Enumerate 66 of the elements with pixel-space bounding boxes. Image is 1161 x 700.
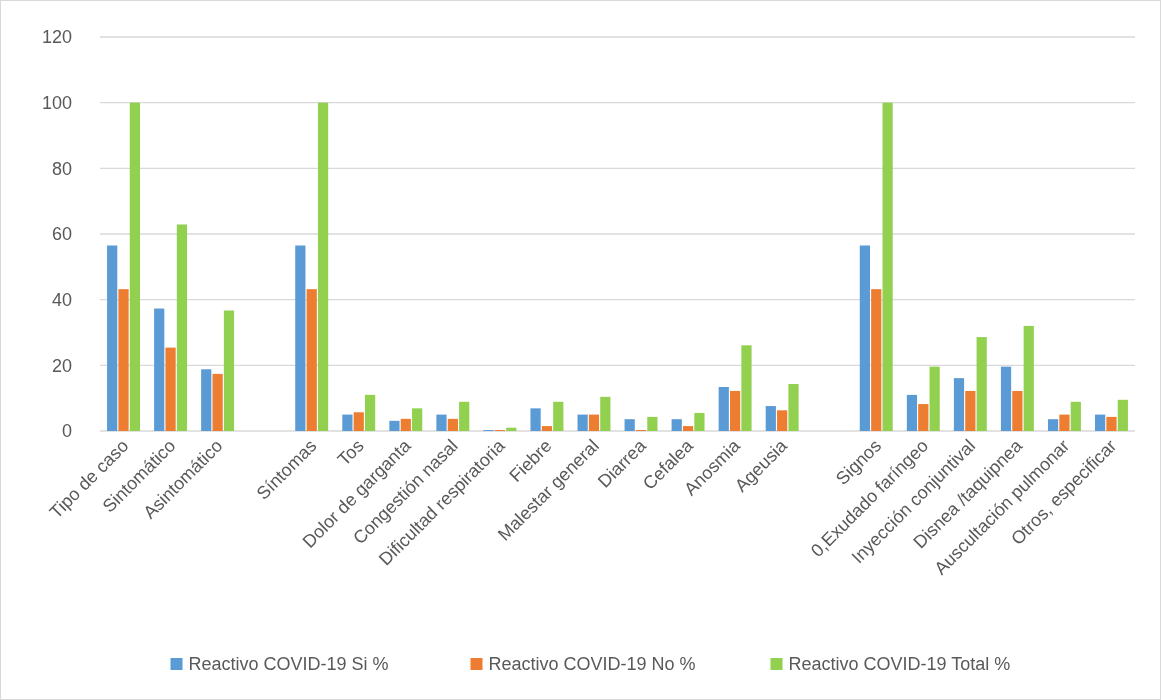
bar	[1106, 416, 1117, 431]
y-tick-label: 80	[51, 158, 72, 179]
bar	[682, 426, 694, 431]
bar	[730, 390, 741, 431]
bar	[1000, 366, 1012, 431]
bar	[859, 245, 870, 431]
bar	[965, 390, 976, 431]
bar	[389, 420, 400, 431]
bar	[541, 426, 553, 431]
bar	[1023, 325, 1034, 431]
bar	[118, 289, 129, 431]
bar	[882, 102, 893, 431]
bar	[600, 396, 611, 431]
bar	[788, 384, 799, 431]
bar	[577, 414, 588, 431]
y-tick-label: 0	[61, 421, 72, 442]
bar	[871, 289, 882, 431]
bar	[353, 412, 364, 431]
bar	[201, 369, 212, 431]
bar	[1047, 419, 1059, 431]
bar	[929, 366, 940, 431]
bar	[647, 416, 658, 431]
bar	[365, 394, 376, 431]
bar	[295, 245, 306, 431]
bar	[1059, 414, 1070, 431]
bar	[317, 102, 329, 431]
bar	[553, 401, 564, 431]
bar	[918, 404, 929, 431]
bar	[1070, 401, 1081, 431]
y-tick-label: 60	[51, 224, 72, 245]
bar	[624, 419, 635, 431]
bar	[459, 401, 470, 431]
bar	[530, 408, 541, 431]
bar	[1012, 390, 1023, 431]
bar	[694, 412, 705, 431]
bar	[129, 102, 140, 431]
y-tick-label: 100	[41, 92, 72, 113]
y-tick-label: 40	[51, 289, 72, 310]
bar	[165, 347, 176, 431]
bar	[1117, 399, 1128, 431]
y-tick-label: 20	[51, 355, 72, 376]
bar	[718, 387, 729, 431]
bar	[306, 289, 317, 431]
bar	[212, 373, 223, 431]
bar	[107, 245, 118, 431]
bar	[588, 414, 600, 431]
legend-label: Reactivo COVID-19 No %	[488, 654, 696, 675]
bar	[412, 408, 423, 431]
bar	[976, 337, 987, 431]
bar	[765, 406, 776, 431]
bar	[953, 378, 965, 431]
bar	[400, 418, 411, 431]
bar	[447, 418, 458, 431]
bar	[671, 419, 682, 431]
legend-label: Reactivo COVID-19 Total %	[788, 654, 1011, 675]
bar	[1095, 414, 1106, 431]
bar	[741, 345, 752, 431]
legend-label: Reactivo COVID-19 Si %	[188, 654, 389, 675]
bar	[777, 410, 788, 431]
bar	[154, 308, 165, 431]
bar	[342, 414, 353, 431]
bar	[436, 414, 447, 431]
bar	[906, 394, 918, 431]
bar	[176, 224, 188, 431]
y-tick-label: 120	[41, 27, 72, 48]
bar	[223, 310, 235, 431]
